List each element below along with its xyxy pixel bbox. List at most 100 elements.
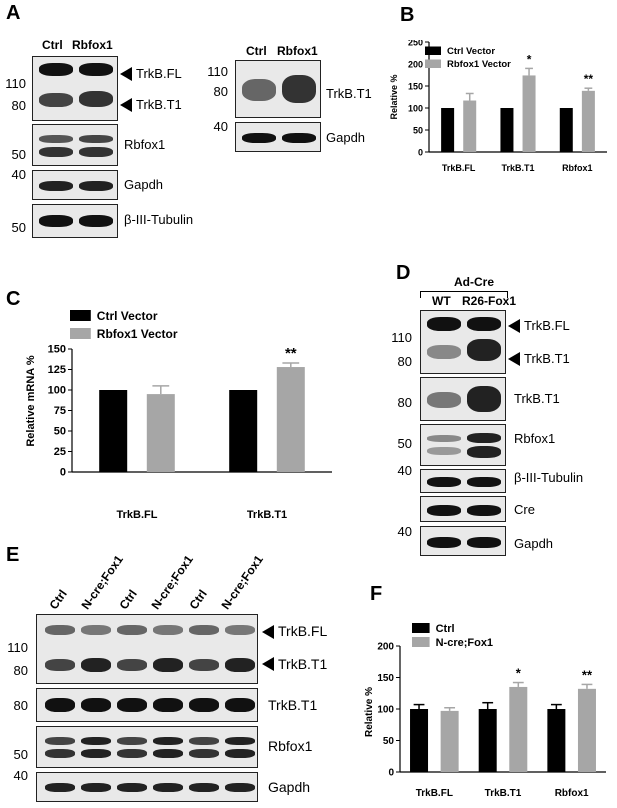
bar-rbfox1-vector (146, 394, 175, 472)
blot-d-rbfox1 (420, 424, 506, 466)
blot-e-gapdh (36, 772, 258, 802)
legend-label: N-cre;Fox1 (436, 637, 493, 649)
lane-label-ctrl: Ctrl (42, 38, 63, 52)
arrowhead-icon (508, 319, 520, 333)
mw-80b: 80 (13, 698, 28, 713)
bar-ctrl-vector (559, 108, 573, 152)
x-tick-label: TrkB.T1 (485, 788, 522, 799)
label-trkb-t1: TrkB.T1 (278, 656, 328, 672)
blot-a-right-t1 (235, 60, 321, 118)
bar-ctrl-vector (99, 390, 128, 472)
y-tick-label: 150 (408, 82, 423, 92)
panel-b-letter: B (400, 4, 415, 26)
y-tick-label: 50 (54, 426, 66, 438)
blot-d-trkb (420, 310, 506, 374)
label-gapdh: Gapdh (268, 779, 311, 795)
y-tick-label: 0 (60, 467, 66, 479)
mw-40: 40 (213, 119, 228, 134)
blot-d-t1 (420, 377, 506, 421)
lane-label-ctrl: Ctrl (186, 587, 210, 612)
legend-label: Ctrl Vector (97, 309, 158, 323)
bar-rbfox1-vector (522, 75, 536, 152)
legend-label: Rbfox1 Vector (97, 327, 178, 341)
label-rbfox1: Rbfox1 (514, 431, 556, 446)
mw-80: 80 (397, 354, 412, 369)
label-gapdh: Gapdh (124, 177, 164, 192)
label-trkb-t1: TrkB.T1 (524, 351, 570, 366)
y-tick-label: 50 (413, 126, 423, 136)
blot-a-gapdh (32, 170, 118, 200)
y-tick-label: 100 (48, 385, 66, 397)
y-tick-label: 25 (54, 446, 66, 458)
x-tick-label: TrkB.T1 (501, 163, 534, 173)
lane-label-wt: WT (432, 294, 451, 308)
legend-swatch (412, 637, 430, 647)
arrowhead-icon (120, 98, 132, 112)
label-trkb-t1b: TrkB.T1 (514, 391, 560, 406)
lane-label-rbfox1: Rbfox1 (72, 38, 113, 52)
mw-40: 40 (397, 463, 412, 478)
mw-80: 80 (13, 663, 28, 678)
mw-50: 50 (13, 747, 28, 762)
significance-mark: ** (582, 667, 593, 682)
arrowhead-icon (120, 67, 132, 81)
legend-swatch (70, 328, 91, 339)
mw-80: 80 (11, 98, 26, 113)
y-axis-label: Relative % (364, 687, 375, 737)
y-tick-label: 0 (418, 148, 423, 158)
bar-ctrl (478, 709, 497, 772)
y-tick-label: 250 (408, 40, 423, 48)
bar-rbfox1-vector (463, 100, 477, 152)
bar-n-cre-fox1 (577, 688, 596, 772)
panel-d-letter: D (396, 262, 411, 284)
y-tick-label: 0 (388, 768, 394, 779)
bar-n-cre-fox1 (509, 686, 528, 772)
x-tick-label: Rbfox1 (555, 788, 589, 799)
chart-b: 0 50 100 150 200 250 Relative % TrkB.FL TrkB.T1 *… (389, 40, 607, 173)
mw-40b: 40 (397, 524, 412, 539)
lane-label-ctrl: Ctrl (46, 587, 70, 612)
label-rbfox1: Rbfox1 (124, 137, 166, 152)
bar-rbfox1-vector (276, 367, 305, 472)
legend-label: Ctrl Vector (447, 46, 495, 57)
y-tick-label: 100 (377, 705, 394, 716)
x-tick-label: Rbfox1 (562, 163, 593, 173)
y-tick-label: 125 (48, 364, 66, 376)
mw-110: 110 (391, 330, 412, 345)
label-trkb-fl: TrkB.FL (278, 623, 328, 639)
bar-ctrl (547, 709, 566, 772)
blot-d-gapdh (420, 526, 506, 556)
blot-e-rbfox1 (36, 726, 258, 768)
panel-c-letter: C (6, 288, 21, 310)
mw-80: 80 (213, 84, 228, 99)
x-tick-label: TrkB.FL (442, 163, 476, 173)
y-tick-label: 50 (383, 736, 395, 747)
arrowhead-icon (262, 657, 274, 671)
y-axis-label: Relative mRNA % (25, 355, 37, 447)
y-tick-label: 200 (408, 60, 423, 70)
y-tick-label: 100 (408, 104, 423, 114)
label-gapdh: Gapdh (514, 536, 554, 551)
panel-f-letter: F (370, 583, 383, 605)
lane-label-r26-fox1: R26-Fox1 (462, 294, 517, 308)
bar-ctrl-vector (441, 108, 455, 152)
label-trkb-t1b: TrkB.T1 (268, 697, 318, 713)
mw-110: 110 (207, 64, 228, 79)
y-tick-label: 150 (48, 344, 66, 356)
legend-label: Rbfox1 Vector (447, 59, 511, 70)
panel-e-letter: E (6, 544, 20, 566)
mw-50b: 50 (11, 220, 26, 235)
chart-c: 0 25 50 75 100 125 150 Relative mRNA % TrkB.FL Tr… (25, 309, 332, 521)
mw-40: 40 (13, 768, 28, 783)
blot-a-right-gapdh (235, 122, 321, 152)
blot-d-cre (420, 496, 506, 522)
legend-swatch (425, 46, 441, 55)
y-tick-label: 75 (54, 405, 66, 417)
blot-e-t1 (36, 688, 258, 722)
header-ad-cre: Ad-Cre (454, 275, 495, 289)
label-rbfox1: Rbfox1 (268, 738, 313, 754)
blot-a-tubulin (32, 204, 118, 238)
label-trkb-fl: TrkB.FL (136, 66, 182, 81)
chart-f: 0 50 100 150 200 Relative % TrkB.FL TrkB.T1 * Rbf… (364, 623, 606, 799)
lane-label-rbfox1: Rbfox1 (277, 44, 318, 58)
